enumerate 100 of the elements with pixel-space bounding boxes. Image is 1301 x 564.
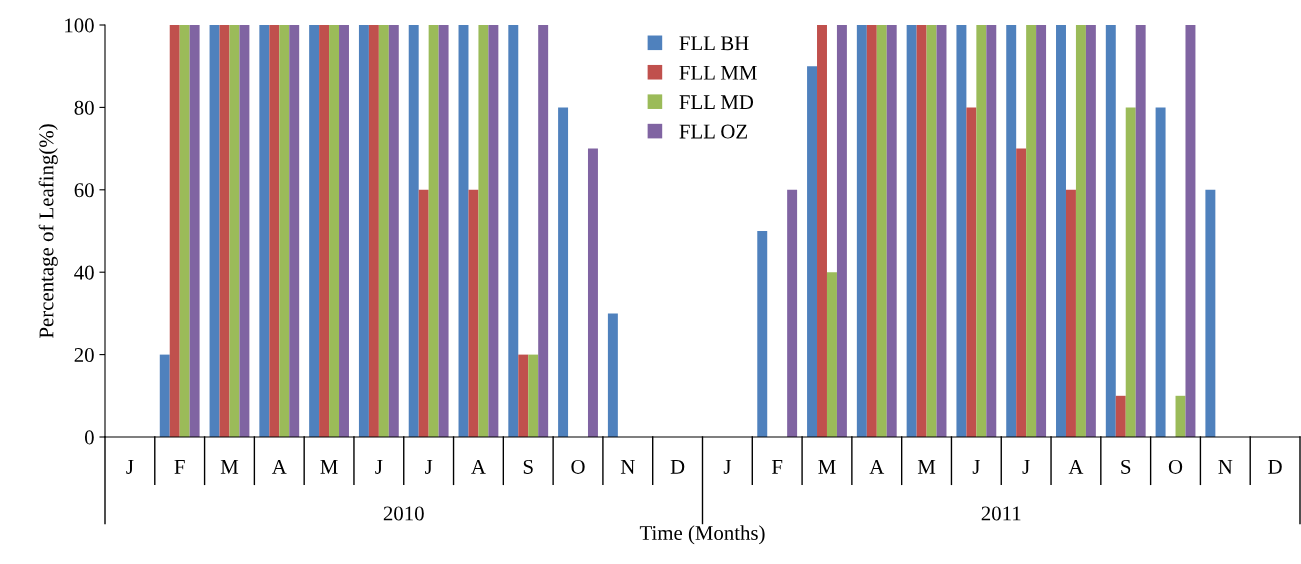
- x-tick-label: A: [471, 459, 486, 474]
- bar: [508, 25, 519, 437]
- x-tick-label: M: [917, 460, 936, 474]
- bar: [229, 25, 240, 437]
- x-tick-label: S: [523, 459, 533, 474]
- bar: [179, 25, 190, 437]
- bar: [408, 25, 419, 437]
- bar: [966, 107, 977, 437]
- bar: [438, 25, 449, 437]
- bar: [757, 231, 768, 437]
- x-tick-label: O: [571, 459, 585, 474]
- x-tick-label: F: [771, 460, 783, 474]
- x-tick-label: J: [425, 460, 433, 474]
- y-tick-label: 40: [74, 265, 94, 280]
- bar: [428, 25, 439, 437]
- text: 2011: [981, 506, 1021, 521]
- bar: [1026, 25, 1037, 437]
- bar: [169, 25, 180, 437]
- x-tick-label: J: [126, 460, 134, 474]
- x-tick-label: F: [174, 460, 185, 474]
- y-tick-label: 60: [74, 183, 94, 198]
- legend-label: FLL OZ: [679, 124, 747, 139]
- x-tick-label: J: [723, 460, 732, 474]
- bar: [956, 25, 967, 437]
- bar: [478, 25, 489, 437]
- x-tick-label: D: [1268, 460, 1282, 474]
- legend-label: FLL MM: [679, 65, 757, 80]
- y-tick-label: 20: [74, 347, 94, 363]
- bar: [378, 25, 389, 437]
- x-tick-label: D: [670, 460, 685, 474]
- x-tick-label: M: [220, 460, 239, 474]
- x-tick-label: A: [271, 459, 287, 474]
- bar: [866, 25, 877, 437]
- bar: [976, 25, 987, 437]
- bar: [1006, 25, 1017, 437]
- bar: [1036, 25, 1047, 437]
- bar: [1205, 189, 1216, 437]
- text: 2010: [383, 506, 424, 521]
- bar: [1135, 25, 1146, 437]
- bar: [817, 25, 827, 437]
- bar: [239, 25, 250, 437]
- bar: [269, 25, 280, 437]
- bar: [259, 25, 270, 437]
- bar: [209, 25, 220, 437]
- bar: [1125, 107, 1136, 437]
- x-axis-title: Time (Months): [639, 525, 765, 545]
- bar: [607, 313, 618, 437]
- y-axis-title: Percentage of Leafing(%): [38, 124, 58, 338]
- bar: [886, 25, 897, 437]
- bar: [468, 189, 479, 437]
- bar: [518, 354, 529, 437]
- bar: [418, 189, 429, 437]
- bar: [1185, 25, 1196, 437]
- x-tick-label: N: [620, 460, 635, 474]
- x-tick-label: J: [1022, 460, 1030, 474]
- bar: [916, 25, 927, 437]
- bar: [339, 25, 349, 437]
- bar: [936, 25, 947, 437]
- bar: [358, 25, 369, 437]
- bar: [458, 25, 469, 437]
- bar: [926, 25, 937, 437]
- bar: [189, 25, 200, 437]
- bar: [1105, 25, 1116, 437]
- bar: [488, 25, 499, 437]
- legend-label: FLL MD: [679, 95, 754, 110]
- bar: [159, 354, 170, 437]
- bar: [1155, 107, 1166, 437]
- bar: [1065, 189, 1076, 437]
- bar: [906, 25, 917, 437]
- bar: [309, 25, 320, 437]
- bar: [587, 148, 598, 437]
- y-tick-label: 100: [65, 18, 94, 33]
- bar: [787, 189, 798, 437]
- bar: [1075, 25, 1086, 437]
- bar: [826, 272, 837, 437]
- bar: [807, 66, 818, 437]
- bar: [1016, 148, 1027, 437]
- x-tick-label: A: [869, 459, 885, 474]
- x-tick-label: A: [1068, 459, 1084, 474]
- legend-label: FLL BH: [679, 36, 749, 51]
- bar: [1085, 25, 1096, 437]
- bar: [836, 25, 847, 437]
- bar: [1115, 395, 1126, 437]
- bar: [986, 25, 997, 437]
- y-tick-label: 80: [74, 100, 94, 115]
- bar: [319, 25, 330, 437]
- bar: [289, 25, 300, 437]
- x-tick-label: M: [818, 460, 836, 474]
- bar: [388, 25, 399, 437]
- bar: [279, 25, 290, 437]
- bar: [558, 107, 569, 437]
- bar: [538, 25, 549, 437]
- bar: [219, 25, 230, 437]
- bar: [1056, 25, 1066, 437]
- x-tick-label: O: [1168, 459, 1183, 474]
- bar: [856, 25, 867, 437]
- x-tick-label: J: [375, 460, 383, 474]
- x-tick-label: S: [1121, 459, 1131, 474]
- bar: [876, 25, 887, 437]
- bar: [368, 25, 379, 437]
